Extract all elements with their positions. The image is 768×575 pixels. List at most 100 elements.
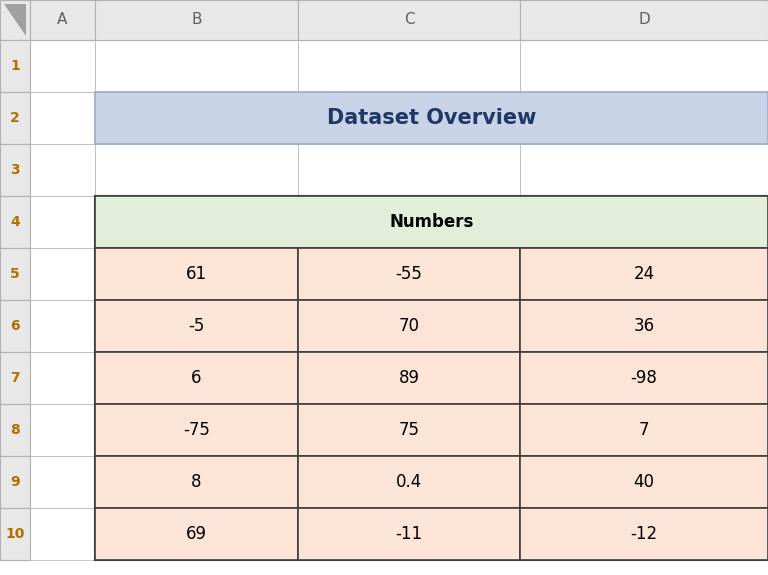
Text: -98: -98 bbox=[631, 369, 657, 387]
Bar bbox=[520, 300, 768, 352]
Bar bbox=[95, 508, 298, 560]
Bar bbox=[95, 456, 298, 508]
Bar bbox=[30, 0, 95, 40]
Bar bbox=[30, 352, 95, 404]
Text: 8: 8 bbox=[10, 423, 20, 437]
Text: 7: 7 bbox=[10, 371, 20, 385]
Bar bbox=[0, 144, 30, 196]
Text: -5: -5 bbox=[188, 317, 205, 335]
Text: 69: 69 bbox=[186, 525, 207, 543]
Bar bbox=[30, 508, 95, 560]
Bar bbox=[95, 404, 298, 456]
Text: -75: -75 bbox=[183, 421, 210, 439]
Bar bbox=[298, 456, 520, 508]
Bar bbox=[0, 0, 30, 40]
Text: B: B bbox=[191, 13, 202, 28]
Bar bbox=[520, 92, 768, 144]
Bar bbox=[298, 196, 520, 248]
Text: 0.4: 0.4 bbox=[396, 473, 422, 491]
Text: 61: 61 bbox=[186, 265, 207, 283]
Bar bbox=[0, 456, 30, 508]
Text: 40: 40 bbox=[634, 473, 654, 491]
Bar bbox=[298, 92, 520, 144]
Bar bbox=[95, 300, 298, 352]
Bar bbox=[298, 248, 520, 300]
Bar bbox=[95, 40, 298, 92]
Text: 70: 70 bbox=[399, 317, 419, 335]
Text: 4: 4 bbox=[10, 215, 20, 229]
Text: 2: 2 bbox=[10, 111, 20, 125]
Text: A: A bbox=[58, 13, 68, 28]
Text: 36: 36 bbox=[634, 317, 654, 335]
Bar bbox=[95, 196, 298, 248]
Bar bbox=[298, 404, 520, 456]
Text: D: D bbox=[638, 13, 650, 28]
Bar bbox=[0, 248, 30, 300]
Bar bbox=[30, 196, 95, 248]
Text: 1: 1 bbox=[10, 59, 20, 73]
Bar bbox=[520, 456, 768, 508]
Bar bbox=[298, 40, 520, 92]
Bar bbox=[95, 196, 768, 560]
Text: -11: -11 bbox=[396, 525, 422, 543]
Bar bbox=[298, 248, 520, 300]
Bar bbox=[30, 144, 95, 196]
Text: 9: 9 bbox=[10, 475, 20, 489]
Bar bbox=[95, 352, 298, 404]
Bar bbox=[95, 144, 298, 196]
Bar bbox=[520, 352, 768, 404]
Bar bbox=[30, 248, 95, 300]
Bar bbox=[95, 352, 298, 404]
Bar bbox=[95, 456, 298, 508]
Bar bbox=[0, 196, 30, 248]
Text: -55: -55 bbox=[396, 265, 422, 283]
Bar bbox=[298, 144, 520, 196]
Text: 24: 24 bbox=[634, 265, 654, 283]
Bar bbox=[298, 456, 520, 508]
Bar bbox=[298, 508, 520, 560]
Bar bbox=[30, 404, 95, 456]
Text: -12: -12 bbox=[631, 525, 657, 543]
Text: 5: 5 bbox=[10, 267, 20, 281]
Bar bbox=[95, 248, 298, 300]
Bar bbox=[520, 352, 768, 404]
Bar bbox=[0, 508, 30, 560]
Bar bbox=[0, 300, 30, 352]
Bar bbox=[520, 248, 768, 300]
Bar bbox=[95, 300, 298, 352]
Bar bbox=[298, 352, 520, 404]
Bar bbox=[0, 92, 30, 144]
Bar bbox=[298, 300, 520, 352]
Bar bbox=[520, 300, 768, 352]
Bar bbox=[520, 248, 768, 300]
Bar bbox=[95, 92, 298, 144]
Bar bbox=[520, 404, 768, 456]
Bar bbox=[520, 508, 768, 560]
Bar bbox=[95, 0, 298, 40]
Bar bbox=[0, 352, 30, 404]
Polygon shape bbox=[4, 4, 26, 36]
Bar bbox=[95, 92, 768, 144]
Bar bbox=[95, 248, 298, 300]
Text: 6: 6 bbox=[10, 319, 20, 333]
Bar bbox=[298, 508, 520, 560]
Bar bbox=[520, 508, 768, 560]
Text: 3: 3 bbox=[10, 163, 20, 177]
Text: 8: 8 bbox=[191, 473, 202, 491]
Text: C: C bbox=[404, 13, 414, 28]
Bar bbox=[520, 456, 768, 508]
Text: Numbers: Numbers bbox=[389, 213, 474, 231]
Bar bbox=[298, 352, 520, 404]
Bar bbox=[0, 40, 30, 92]
Text: 75: 75 bbox=[399, 421, 419, 439]
Bar bbox=[520, 196, 768, 248]
Bar bbox=[520, 404, 768, 456]
Bar bbox=[30, 300, 95, 352]
Bar bbox=[520, 144, 768, 196]
Bar bbox=[30, 92, 95, 144]
Bar bbox=[298, 0, 520, 40]
Bar bbox=[95, 196, 768, 248]
Bar bbox=[95, 404, 298, 456]
Bar bbox=[95, 508, 298, 560]
Text: 10: 10 bbox=[5, 527, 25, 541]
